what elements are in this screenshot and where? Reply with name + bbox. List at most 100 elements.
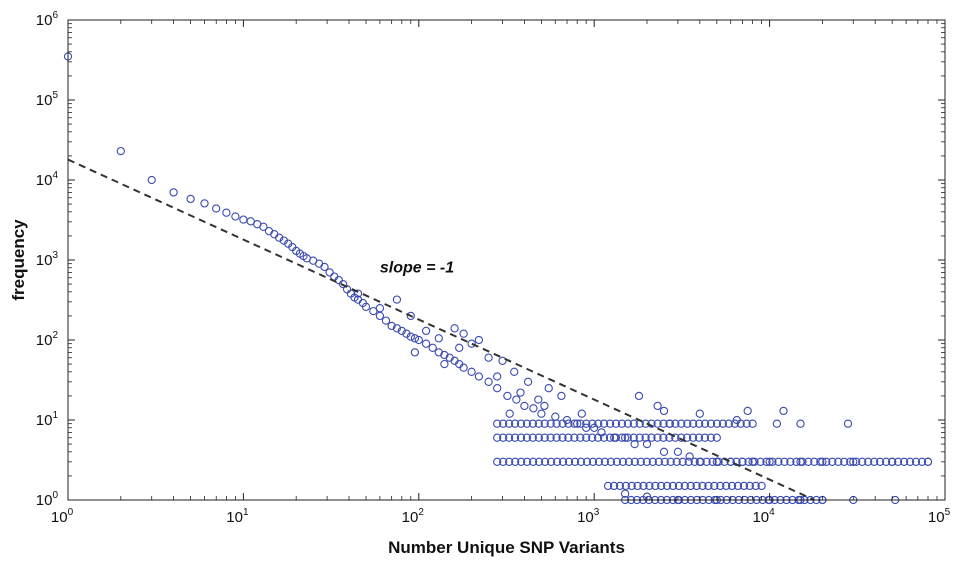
data-point — [588, 433, 597, 442]
data-point — [689, 419, 698, 428]
x-tick-label: 102 — [402, 507, 425, 526]
data-point — [551, 412, 560, 421]
data-point — [647, 433, 656, 442]
data-point — [695, 409, 704, 418]
data-point — [505, 409, 514, 418]
data-point — [421, 339, 431, 348]
data-point — [635, 433, 644, 442]
data-point — [678, 457, 687, 466]
y-tick-label: 101 — [36, 410, 59, 429]
data-point — [582, 433, 591, 442]
data-point — [493, 419, 502, 428]
data-point — [609, 481, 619, 491]
data-point — [712, 433, 721, 442]
data-point — [516, 388, 525, 397]
data-point — [512, 395, 521, 404]
data-point — [534, 395, 543, 404]
data-point — [414, 335, 423, 345]
data-point — [654, 457, 663, 466]
data-point — [818, 457, 827, 466]
data-point — [410, 334, 420, 343]
data-point — [421, 326, 431, 336]
data-point — [564, 457, 574, 466]
data-point — [804, 457, 813, 466]
data-point — [659, 433, 668, 442]
data-point — [852, 457, 861, 466]
data-point — [599, 433, 609, 442]
data-point — [700, 433, 710, 442]
data-point — [369, 306, 378, 316]
data-point — [627, 481, 636, 491]
data-point — [510, 419, 520, 428]
data-point — [576, 433, 585, 442]
data-point — [768, 457, 777, 466]
data-point — [169, 188, 178, 197]
data-point — [694, 433, 704, 442]
data-point — [523, 377, 533, 386]
data-point — [673, 447, 683, 456]
data-point — [474, 335, 484, 345]
data-point — [810, 457, 819, 466]
data-point — [612, 457, 622, 466]
data-point — [474, 372, 484, 381]
data-point — [706, 433, 716, 442]
data-point — [588, 457, 598, 466]
data-point — [147, 175, 156, 185]
data-point — [577, 409, 586, 418]
axis-ticks — [67, 19, 946, 501]
data-point — [733, 481, 743, 491]
data-point — [505, 457, 514, 466]
data-point — [710, 481, 719, 491]
data-point — [231, 212, 240, 221]
data-point — [528, 457, 538, 466]
data-point — [212, 204, 221, 213]
data-point — [662, 481, 672, 491]
data-point — [739, 481, 749, 491]
data-point — [375, 311, 385, 321]
data-point — [688, 433, 698, 442]
data-point — [893, 457, 903, 466]
data-point — [816, 457, 825, 466]
data-point — [600, 457, 610, 466]
data-point — [611, 433, 621, 442]
data-point — [558, 433, 567, 442]
data-point — [822, 457, 831, 466]
data-point — [186, 194, 195, 204]
data-point — [116, 146, 125, 156]
data-point — [875, 457, 885, 466]
x-tick-label: 104 — [752, 507, 775, 526]
data-point — [570, 457, 580, 466]
data-point — [499, 433, 508, 442]
data-point — [522, 457, 532, 466]
data-point — [623, 419, 633, 428]
data-point — [840, 457, 849, 466]
data-point — [200, 199, 209, 208]
data-point — [765, 457, 774, 466]
data-point — [552, 419, 561, 428]
data-point — [653, 419, 662, 428]
data-point — [406, 332, 415, 341]
data-point — [648, 457, 657, 466]
data-point — [774, 457, 783, 466]
data-point — [392, 324, 402, 333]
fit-line-layer — [67, 158, 815, 501]
data-point — [522, 419, 532, 428]
data-point — [629, 419, 638, 428]
data-point — [259, 222, 268, 231]
data-point — [724, 419, 733, 428]
data-point — [677, 419, 686, 428]
y-tick-label: 102 — [36, 330, 59, 349]
data-point — [499, 419, 508, 428]
data-point — [722, 481, 731, 491]
data-point — [467, 339, 476, 348]
data-point — [617, 419, 627, 428]
data-point — [712, 419, 722, 428]
data-point — [564, 419, 573, 428]
data-point — [618, 457, 628, 466]
data-point — [546, 457, 556, 466]
data-point — [881, 457, 891, 466]
data-point — [651, 481, 660, 491]
data-point — [657, 481, 666, 491]
data-point — [493, 457, 502, 466]
data-point — [582, 457, 592, 466]
